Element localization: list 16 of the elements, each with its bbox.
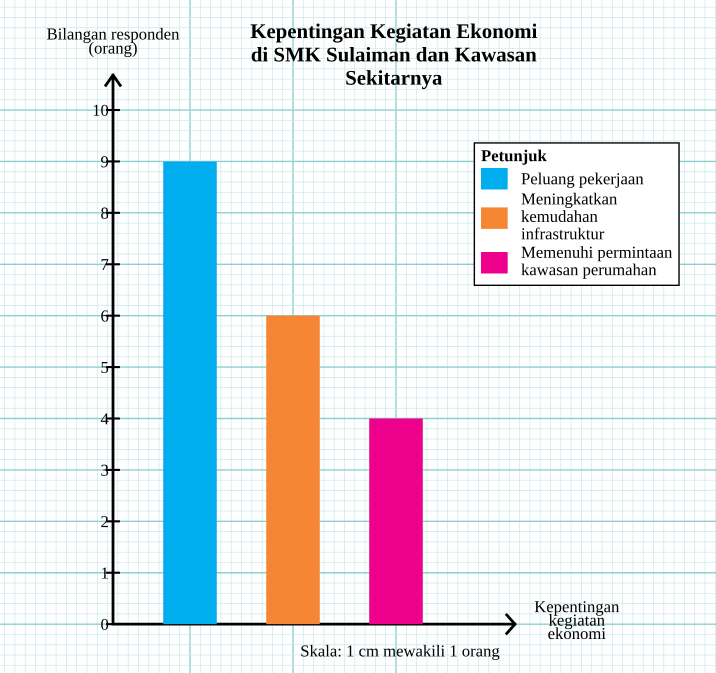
y-tick-label: 8: [101, 208, 108, 219]
y-tick-label: 3: [101, 464, 108, 476]
legend-label: Memenuhi permintaan kawasan perumahan: [521, 246, 672, 279]
legend-label: Meningkatkan kemudahan infrastruktur: [521, 192, 618, 240]
y-tick-label: 1: [102, 568, 108, 579]
y-tick-label: 7: [102, 259, 108, 270]
text: Kepentingan Kegiatan Ekonomi di SMK Sulaiman dan Kawasan Sekitarnya: [250, 24, 538, 90]
legend-label: Peluang pekerjaan: [521, 172, 644, 188]
y-tick-label: 5: [101, 362, 108, 374]
y-tick-label: 2: [101, 516, 108, 528]
y-axis-title: Bilangan responden (orang): [47, 28, 180, 58]
annotation: Skala: 1 cm mewakili 1 orang: [301, 644, 500, 660]
y-tick-label: 6: [101, 310, 108, 322]
x-axis-title: Kepentingan kegiatan ekonomi: [534, 601, 620, 640]
legend-title: Petunjuk: [481, 150, 547, 165]
y-tick-label: 4: [100, 413, 109, 424]
